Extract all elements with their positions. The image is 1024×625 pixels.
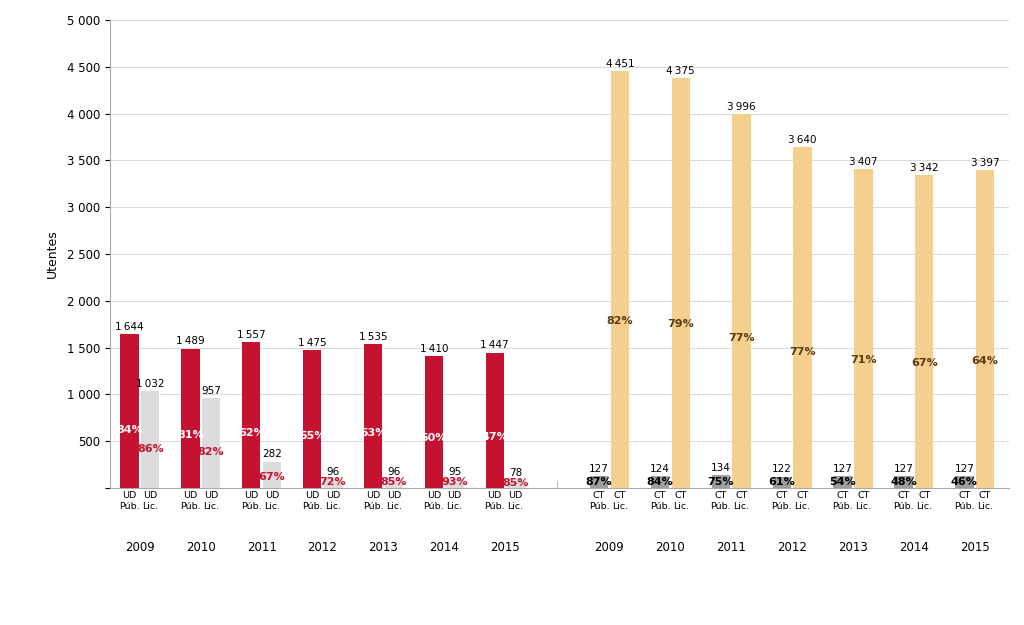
Text: 4 451: 4 451 bbox=[605, 59, 634, 69]
Text: 127: 127 bbox=[833, 464, 853, 474]
Text: 3 996: 3 996 bbox=[727, 102, 756, 112]
Text: 78: 78 bbox=[509, 468, 522, 478]
Text: 4 375: 4 375 bbox=[667, 66, 695, 76]
Text: 62%: 62% bbox=[238, 428, 264, 438]
Bar bbox=[590, 476, 608, 488]
Text: 124: 124 bbox=[650, 464, 670, 474]
Bar bbox=[651, 476, 669, 488]
Text: 64%: 64% bbox=[972, 356, 998, 366]
Text: 50%: 50% bbox=[421, 433, 447, 443]
Text: 2011: 2011 bbox=[717, 541, 746, 554]
Bar bbox=[894, 476, 912, 488]
Text: 96: 96 bbox=[327, 467, 340, 477]
Text: 2012: 2012 bbox=[307, 541, 338, 554]
Bar bbox=[445, 479, 464, 488]
Text: 3 407: 3 407 bbox=[849, 157, 878, 167]
Bar bbox=[712, 476, 730, 488]
Text: 2014: 2014 bbox=[899, 541, 929, 554]
Text: 75%: 75% bbox=[708, 477, 734, 487]
Text: 77%: 77% bbox=[728, 333, 755, 343]
Bar bbox=[385, 479, 402, 488]
Bar bbox=[976, 170, 994, 488]
Bar bbox=[202, 398, 220, 488]
Bar bbox=[181, 349, 200, 488]
Bar bbox=[364, 344, 382, 488]
Text: 2015: 2015 bbox=[959, 541, 989, 554]
Text: 82%: 82% bbox=[606, 316, 633, 326]
Text: 2015: 2015 bbox=[490, 541, 520, 554]
Text: 2009: 2009 bbox=[125, 541, 155, 554]
Text: 67%: 67% bbox=[259, 472, 286, 482]
Text: 53%: 53% bbox=[359, 428, 386, 438]
Bar bbox=[915, 175, 934, 488]
Text: 48%: 48% bbox=[890, 477, 916, 487]
Text: 2010: 2010 bbox=[186, 541, 216, 554]
Bar bbox=[242, 342, 260, 488]
Text: 127: 127 bbox=[589, 464, 609, 474]
Text: 127: 127 bbox=[954, 464, 974, 474]
Text: 55%: 55% bbox=[299, 431, 326, 441]
Text: 1 535: 1 535 bbox=[358, 332, 387, 342]
Bar bbox=[324, 479, 342, 488]
Text: 127: 127 bbox=[894, 464, 913, 474]
Text: 67%: 67% bbox=[911, 358, 938, 368]
Text: 72%: 72% bbox=[319, 477, 346, 487]
Bar bbox=[303, 350, 322, 488]
Text: 134: 134 bbox=[711, 463, 731, 473]
Text: 1 410: 1 410 bbox=[420, 344, 449, 354]
Bar bbox=[794, 148, 812, 488]
Text: 122: 122 bbox=[772, 464, 792, 474]
Text: 1 557: 1 557 bbox=[237, 330, 265, 340]
Text: 47%: 47% bbox=[481, 431, 508, 441]
Text: 2012: 2012 bbox=[777, 541, 807, 554]
Text: 85%: 85% bbox=[381, 477, 407, 487]
Text: 3 342: 3 342 bbox=[910, 163, 939, 173]
Text: 46%: 46% bbox=[951, 477, 978, 487]
Text: 3 640: 3 640 bbox=[788, 135, 817, 145]
Y-axis label: Utentes: Utentes bbox=[46, 229, 58, 278]
Text: 282: 282 bbox=[262, 449, 282, 459]
Text: 1 032: 1 032 bbox=[136, 379, 165, 389]
Text: 1 644: 1 644 bbox=[115, 322, 143, 332]
Text: 84%: 84% bbox=[116, 424, 143, 434]
Bar bbox=[425, 356, 443, 488]
Text: 2011: 2011 bbox=[247, 541, 276, 554]
Bar bbox=[120, 334, 138, 488]
Bar bbox=[141, 391, 160, 488]
Text: 84%: 84% bbox=[646, 477, 674, 487]
Bar bbox=[854, 169, 872, 488]
Bar bbox=[955, 476, 974, 488]
Text: 1 447: 1 447 bbox=[480, 340, 509, 350]
Text: 96: 96 bbox=[387, 467, 400, 477]
Text: 79%: 79% bbox=[668, 319, 694, 329]
Text: 2013: 2013 bbox=[369, 541, 398, 554]
Text: 93%: 93% bbox=[441, 477, 468, 487]
Text: 95: 95 bbox=[449, 467, 461, 477]
Bar bbox=[506, 481, 524, 488]
Bar bbox=[834, 476, 852, 488]
Bar bbox=[672, 79, 690, 488]
Bar bbox=[485, 352, 504, 488]
Text: 957: 957 bbox=[201, 386, 221, 396]
Text: 81%: 81% bbox=[177, 430, 204, 440]
Text: 3 397: 3 397 bbox=[971, 158, 999, 168]
Text: 85%: 85% bbox=[502, 479, 528, 489]
Text: 82%: 82% bbox=[198, 447, 224, 457]
Bar bbox=[772, 476, 791, 488]
Text: 86%: 86% bbox=[137, 444, 164, 454]
Bar bbox=[732, 114, 751, 488]
Text: 54%: 54% bbox=[829, 477, 856, 487]
Bar bbox=[263, 462, 282, 488]
Text: 2010: 2010 bbox=[655, 541, 685, 554]
Text: 87%: 87% bbox=[586, 477, 612, 487]
Text: 71%: 71% bbox=[850, 356, 877, 366]
Text: 61%: 61% bbox=[768, 478, 795, 488]
Text: 1 475: 1 475 bbox=[298, 338, 327, 348]
Text: 2014: 2014 bbox=[429, 541, 459, 554]
Text: 1 489: 1 489 bbox=[176, 336, 205, 346]
Text: 77%: 77% bbox=[790, 347, 816, 357]
Text: 2009: 2009 bbox=[595, 541, 625, 554]
Bar bbox=[610, 71, 629, 488]
Text: 2013: 2013 bbox=[838, 541, 868, 554]
